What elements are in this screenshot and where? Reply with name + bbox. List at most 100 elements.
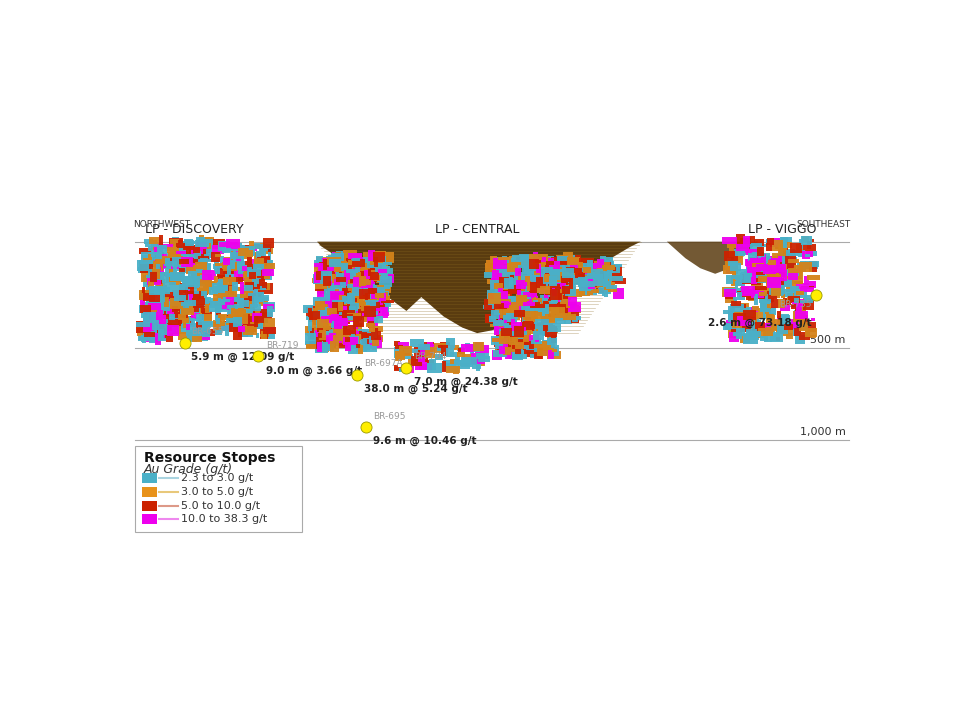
Bar xyxy=(530,308,535,316)
Bar xyxy=(233,316,238,321)
Bar xyxy=(247,325,253,333)
Bar xyxy=(219,299,229,302)
Bar xyxy=(234,296,238,301)
Bar xyxy=(372,289,379,297)
Bar xyxy=(551,278,564,286)
Bar xyxy=(254,253,264,264)
Bar xyxy=(171,317,182,320)
Bar xyxy=(158,271,166,276)
Bar xyxy=(532,302,540,307)
Bar xyxy=(563,287,566,297)
Bar xyxy=(810,238,814,242)
Bar xyxy=(534,271,540,274)
Text: BR-695: BR-695 xyxy=(372,412,405,420)
Bar xyxy=(203,238,214,241)
Bar xyxy=(214,330,223,335)
Bar xyxy=(236,299,246,302)
Bar xyxy=(546,287,552,293)
Bar xyxy=(513,327,526,335)
Bar xyxy=(348,312,354,323)
Bar xyxy=(198,277,208,286)
Bar xyxy=(550,347,557,356)
Bar xyxy=(567,256,581,265)
Bar xyxy=(395,365,397,369)
Bar xyxy=(455,356,460,361)
Bar xyxy=(745,271,750,276)
Bar xyxy=(501,328,513,336)
Bar xyxy=(166,333,173,342)
Bar xyxy=(329,341,339,352)
Bar xyxy=(493,339,508,345)
Bar xyxy=(186,323,198,334)
Bar xyxy=(445,364,459,372)
Bar xyxy=(603,260,612,271)
Bar xyxy=(337,263,349,267)
Bar xyxy=(148,252,162,260)
Bar xyxy=(749,260,756,266)
Bar xyxy=(491,273,502,279)
Bar xyxy=(759,300,765,304)
Bar xyxy=(603,269,612,274)
Bar xyxy=(579,278,585,289)
Bar xyxy=(372,328,378,338)
Bar xyxy=(499,329,504,335)
Bar xyxy=(322,271,331,282)
Bar xyxy=(252,296,258,307)
Bar xyxy=(519,338,524,348)
Bar xyxy=(615,271,621,279)
Bar xyxy=(371,310,381,313)
Bar xyxy=(317,271,328,276)
Bar xyxy=(523,330,531,338)
Bar xyxy=(773,240,782,251)
Bar xyxy=(530,352,534,357)
Bar xyxy=(232,252,243,263)
Bar xyxy=(159,330,169,335)
Bar xyxy=(319,263,325,271)
Bar xyxy=(314,260,325,269)
Text: 5.9 m @ 12.09 g/t: 5.9 m @ 12.09 g/t xyxy=(191,351,295,361)
Bar xyxy=(327,281,338,288)
Bar xyxy=(603,281,614,285)
Bar xyxy=(329,307,336,313)
Bar xyxy=(611,271,616,280)
Bar xyxy=(370,272,379,280)
Bar xyxy=(806,274,820,280)
Bar xyxy=(580,287,593,292)
Bar xyxy=(315,301,328,307)
Bar xyxy=(511,265,520,269)
Bar xyxy=(356,309,367,318)
Bar xyxy=(240,300,249,307)
Bar xyxy=(257,270,271,277)
Bar xyxy=(351,334,355,338)
Bar xyxy=(155,252,164,261)
Bar xyxy=(317,303,324,309)
Bar xyxy=(774,267,779,279)
Bar xyxy=(803,244,816,251)
Bar xyxy=(793,311,805,323)
Bar xyxy=(367,253,376,258)
Bar xyxy=(161,304,168,315)
Bar xyxy=(324,297,330,309)
Bar xyxy=(539,289,549,294)
Bar xyxy=(152,269,159,279)
Bar xyxy=(319,262,330,271)
Bar xyxy=(255,264,261,268)
Bar xyxy=(780,249,795,253)
Bar xyxy=(603,282,611,290)
Bar xyxy=(763,309,771,319)
Bar xyxy=(564,299,568,304)
Bar xyxy=(258,244,271,251)
Bar xyxy=(743,310,756,320)
Bar xyxy=(579,258,593,266)
Bar xyxy=(510,287,521,290)
Bar xyxy=(395,345,403,348)
Bar xyxy=(231,287,243,291)
Bar xyxy=(181,262,194,273)
Bar xyxy=(494,338,508,342)
Bar xyxy=(180,268,184,274)
Bar xyxy=(747,331,760,337)
Bar xyxy=(194,284,199,294)
Bar xyxy=(778,315,787,322)
Bar xyxy=(379,268,394,275)
Bar xyxy=(332,300,347,304)
